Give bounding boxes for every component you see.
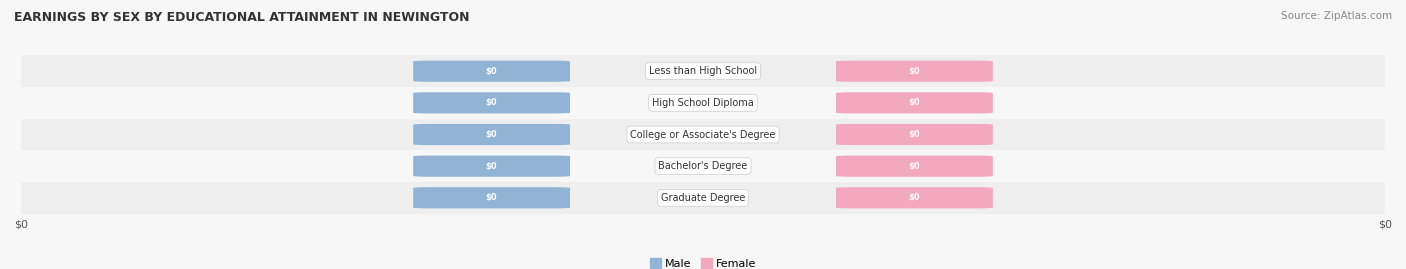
FancyBboxPatch shape bbox=[413, 61, 569, 82]
Legend: Male, Female: Male, Female bbox=[647, 256, 759, 269]
Text: $0: $0 bbox=[908, 162, 920, 171]
FancyBboxPatch shape bbox=[413, 187, 569, 208]
Text: Bachelor's Degree: Bachelor's Degree bbox=[658, 161, 748, 171]
Bar bbox=[21, 55, 1385, 87]
Text: EARNINGS BY SEX BY EDUCATIONAL ATTAINMENT IN NEWINGTON: EARNINGS BY SEX BY EDUCATIONAL ATTAINMEN… bbox=[14, 11, 470, 24]
Text: $0: $0 bbox=[486, 193, 498, 202]
FancyBboxPatch shape bbox=[837, 92, 993, 114]
Text: $0: $0 bbox=[908, 130, 920, 139]
Bar bbox=[21, 87, 1385, 119]
Text: $0: $0 bbox=[908, 67, 920, 76]
Text: Less than High School: Less than High School bbox=[650, 66, 756, 76]
FancyBboxPatch shape bbox=[837, 124, 993, 145]
Text: Graduate Degree: Graduate Degree bbox=[661, 193, 745, 203]
FancyBboxPatch shape bbox=[837, 61, 993, 82]
Bar bbox=[21, 150, 1385, 182]
Text: $0: $0 bbox=[486, 162, 498, 171]
Text: College or Associate's Degree: College or Associate's Degree bbox=[630, 129, 776, 140]
Text: $0: $0 bbox=[486, 98, 498, 107]
Text: Source: ZipAtlas.com: Source: ZipAtlas.com bbox=[1281, 11, 1392, 21]
Text: $0: $0 bbox=[486, 130, 498, 139]
FancyBboxPatch shape bbox=[413, 155, 569, 177]
Text: $0: $0 bbox=[908, 98, 920, 107]
FancyBboxPatch shape bbox=[837, 155, 993, 177]
Bar bbox=[21, 182, 1385, 214]
Bar bbox=[21, 119, 1385, 150]
Text: $0: $0 bbox=[486, 67, 498, 76]
FancyBboxPatch shape bbox=[413, 124, 569, 145]
Text: High School Diploma: High School Diploma bbox=[652, 98, 754, 108]
FancyBboxPatch shape bbox=[837, 187, 993, 208]
Text: $0: $0 bbox=[908, 193, 920, 202]
FancyBboxPatch shape bbox=[413, 92, 569, 114]
